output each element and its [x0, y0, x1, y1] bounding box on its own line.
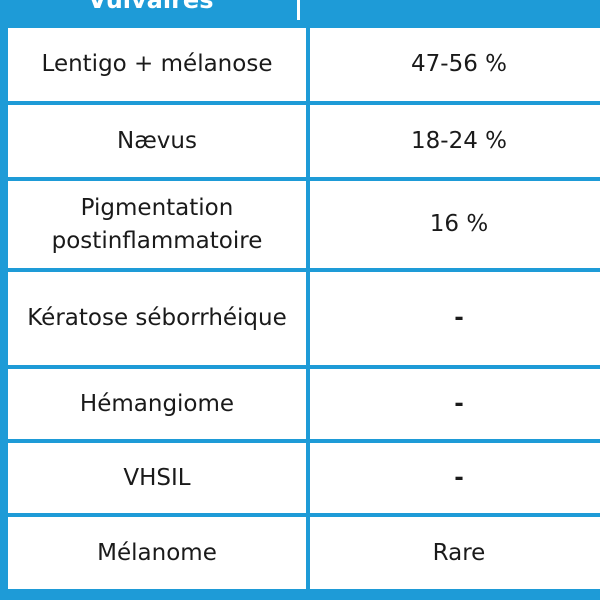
- frequency-cell: 47-56 %: [310, 28, 600, 101]
- frequency-cell: 18-24 %: [310, 105, 600, 177]
- lesion-table: Lentigo + mélanose 47-56 % Nævus 18-24 %…: [4, 24, 600, 593]
- table-header: Vulvaires: [0, 0, 600, 22]
- table-row: Lentigo + mélanose 47-56 %: [8, 28, 600, 101]
- table-row: Kératose séborrhéique -: [8, 272, 600, 365]
- frequency-cell: -: [310, 369, 600, 439]
- table-row: Mélanome Rare: [8, 517, 600, 589]
- frequency-cell: 16 %: [310, 181, 600, 268]
- lesion-cell: VHSIL: [8, 443, 306, 513]
- frequency-cell: -: [310, 272, 600, 365]
- lesion-cell: Pigmentation postinflammatoire: [8, 181, 306, 268]
- lesion-cell: Kératose séborrhéique: [8, 272, 306, 365]
- frequency-cell: Rare: [310, 517, 600, 589]
- lesion-cell: Hémangiome: [8, 369, 306, 439]
- lesion-cell: Nævus: [8, 105, 306, 177]
- table-row: Hémangiome -: [8, 369, 600, 439]
- table-row: VHSIL -: [8, 443, 600, 513]
- table-row: Nævus 18-24 %: [8, 105, 600, 177]
- lesion-cell: Lentigo + mélanose: [8, 28, 306, 101]
- lesion-cell: Mélanome: [8, 517, 306, 589]
- frequency-cell: -: [310, 443, 600, 513]
- header-col1-label: Vulvaires: [88, 0, 214, 14]
- header-divider: [297, 0, 300, 20]
- table-row: Pigmentation postinflammatoire 16 %: [8, 181, 600, 268]
